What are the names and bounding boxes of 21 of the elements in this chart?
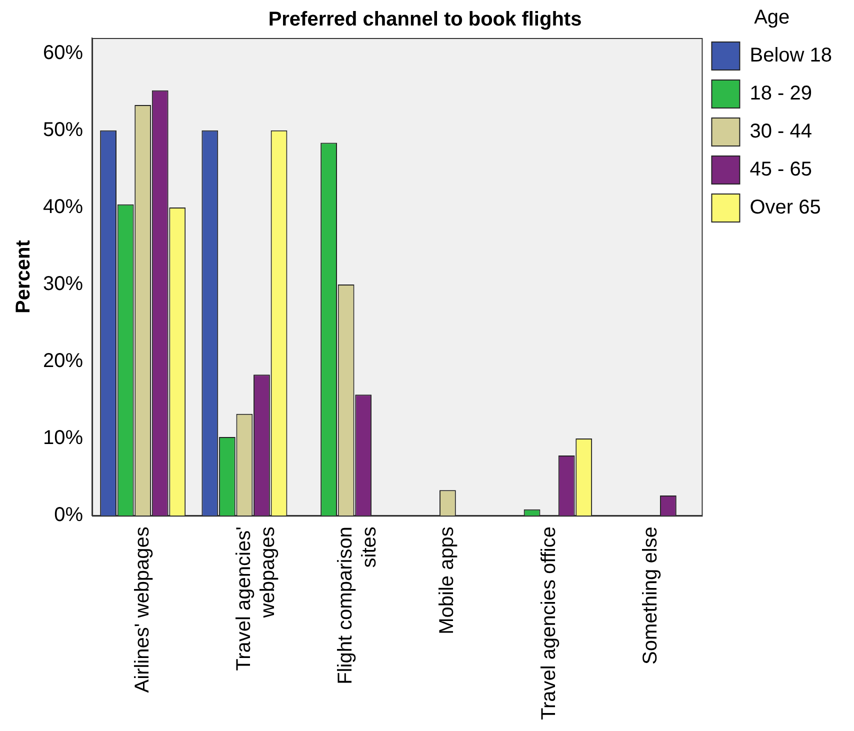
x-tick-label: Travel agencies' webpages — [232, 526, 279, 671]
x-tick-label: Mobile apps — [436, 526, 458, 634]
legend-label: Over 65 — [750, 196, 821, 219]
y-tick-label: 60% — [43, 42, 84, 64]
legend-label: Below 18 — [750, 44, 832, 67]
y-tick-label: 0% — [54, 504, 84, 526]
legend-label: 30 - 44 — [750, 120, 812, 143]
y-tick-label: 20% — [43, 350, 84, 372]
x-tick-label: Flight comparison sites — [334, 526, 381, 684]
y-axis-title: Percent — [12, 240, 35, 314]
x-tick-label: Travel agencies office — [538, 526, 560, 720]
y-tick-label: 40% — [43, 196, 84, 218]
x-tick-label: Airlines' webpages — [131, 526, 154, 693]
y-tick-label: 30% — [43, 273, 84, 295]
chart-title: Preferred channel to book flights — [268, 8, 582, 31]
legend-title: Age — [754, 6, 790, 29]
y-tick-label: 50% — [43, 118, 84, 141]
y-tick-label: 10% — [43, 427, 84, 450]
legend-label: 45 - 65 — [750, 158, 812, 181]
legend-label: 18 - 29 — [750, 82, 812, 105]
x-tick-label: Something else — [639, 526, 662, 664]
